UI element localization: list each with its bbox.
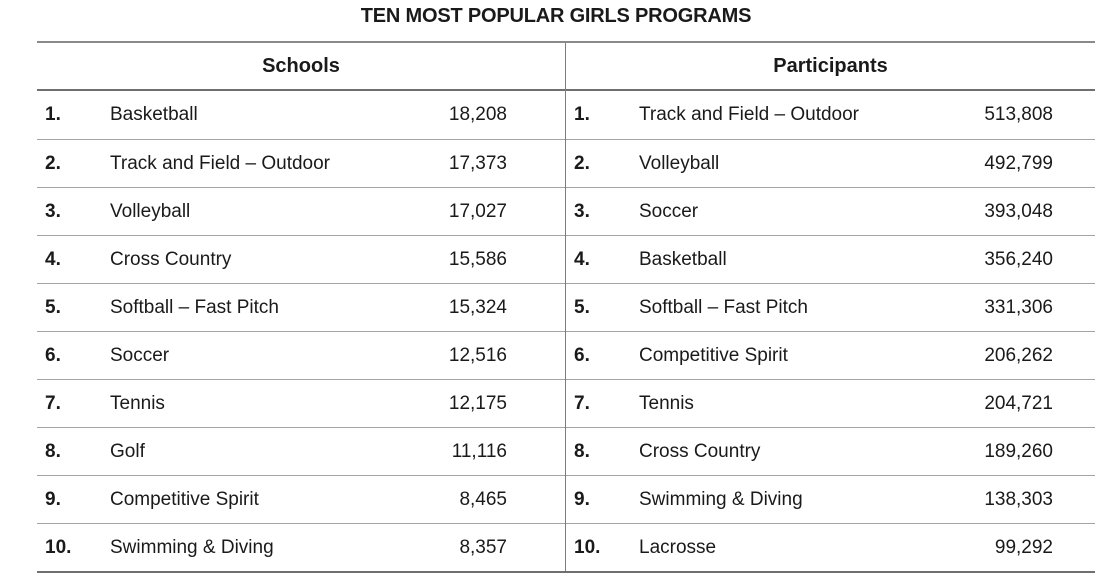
program-cell: Tennis bbox=[639, 392, 694, 414]
participants-rows: 1. Track and Field – Outdoor 513,808 2. Voll… bbox=[566, 91, 1095, 571]
rank-cell: 5. bbox=[45, 296, 61, 318]
value-cell: 8,357 bbox=[459, 536, 507, 558]
value-cell: 15,324 bbox=[448, 296, 507, 318]
rank-cell: 3. bbox=[574, 200, 590, 222]
participants-section: Participants 1. Track and Field – Outdoor… bbox=[565, 43, 1095, 571]
table-row: 8. Golf 11,116 bbox=[37, 427, 565, 475]
table-row: 6. Competitive Spirit 206,262 bbox=[566, 331, 1095, 379]
table-row: 9. Swimming & Diving 138,303 bbox=[566, 475, 1095, 523]
table-row: 1. Basketball 18,208 bbox=[37, 91, 565, 139]
table-row: 7. Tennis 12,175 bbox=[37, 379, 565, 427]
program-cell: Soccer bbox=[110, 344, 170, 366]
rank-cell: 7. bbox=[45, 392, 61, 414]
program-cell: Softball – Fast Pitch bbox=[639, 296, 808, 318]
value-cell: 356,240 bbox=[984, 248, 1053, 270]
program-cell: Swimming & Diving bbox=[639, 488, 803, 510]
schools-rows: 1. Basketball 18,208 2. Track and Field – Ou… bbox=[37, 91, 565, 571]
table-row: 10. Swimming & Diving 8,357 bbox=[37, 523, 565, 571]
rank-cell: 10. bbox=[574, 536, 601, 558]
rank-cell: 6. bbox=[45, 344, 61, 366]
column-header-schools: Schools bbox=[37, 43, 565, 91]
table-row: 6. Soccer 12,516 bbox=[37, 331, 565, 379]
table-row: 2. Track and Field – Outdoor 17,373 bbox=[37, 139, 565, 187]
rank-cell: 9. bbox=[45, 488, 61, 510]
table-row: 1. Track and Field – Outdoor 513,808 bbox=[566, 91, 1095, 139]
program-cell: Track and Field – Outdoor bbox=[639, 104, 860, 125]
rank-cell: 4. bbox=[574, 248, 590, 270]
program-cell: Soccer bbox=[639, 200, 699, 222]
rank-cell: 6. bbox=[574, 344, 590, 366]
program-cell: Track and Field – Outdoor bbox=[110, 152, 331, 174]
table-row: 5. Softball – Fast Pitch 331,306 bbox=[566, 283, 1095, 331]
value-cell: 8,465 bbox=[459, 488, 507, 510]
program-cell: Volleyball bbox=[110, 200, 191, 222]
table-row: 5. Softball – Fast Pitch 15,324 bbox=[37, 283, 565, 331]
rank-cell: 1. bbox=[45, 104, 61, 125]
rank-cell: 10. bbox=[45, 536, 72, 558]
rank-cell: 5. bbox=[574, 296, 590, 318]
value-cell: 513,808 bbox=[984, 104, 1053, 125]
value-cell: 17,373 bbox=[448, 152, 507, 174]
value-cell: 206,262 bbox=[984, 344, 1053, 366]
table-row: 9. Competitive Spirit 8,465 bbox=[37, 475, 565, 523]
rank-cell: 2. bbox=[574, 152, 590, 174]
program-cell: Cross Country bbox=[110, 248, 232, 270]
program-cell: Basketball bbox=[639, 248, 727, 270]
column-header-participants: Participants bbox=[566, 43, 1095, 91]
table-row: 4. Cross Country 15,586 bbox=[37, 235, 565, 283]
rank-cell: 7. bbox=[574, 392, 590, 414]
value-cell: 189,260 bbox=[984, 440, 1053, 462]
program-cell: Golf bbox=[110, 440, 145, 462]
table-row: 8. Cross Country 189,260 bbox=[566, 427, 1095, 475]
program-cell: Volleyball bbox=[639, 152, 720, 174]
value-cell: 138,303 bbox=[984, 488, 1053, 510]
table-row: 7. Tennis 204,721 bbox=[566, 379, 1095, 427]
schools-section: Schools 1. Basketball 18,208 2. Track and Fi… bbox=[37, 43, 565, 571]
rank-cell: 4. bbox=[45, 248, 61, 270]
program-cell: Competitive Spirit bbox=[639, 344, 788, 366]
value-cell: 12,516 bbox=[448, 344, 507, 366]
program-cell: Tennis bbox=[110, 392, 165, 414]
rank-cell: 8. bbox=[574, 440, 590, 462]
value-cell: 12,175 bbox=[448, 392, 507, 414]
table-row: 10. Lacrosse 99,292 bbox=[566, 523, 1095, 571]
table-row: 4. Basketball 356,240 bbox=[566, 235, 1095, 283]
program-cell: Competitive Spirit bbox=[110, 488, 259, 510]
program-cell: Swimming & Diving bbox=[110, 536, 274, 558]
rank-cell: 1. bbox=[574, 104, 590, 125]
value-cell: 331,306 bbox=[984, 296, 1053, 318]
value-cell: 492,799 bbox=[984, 152, 1053, 174]
value-cell: 17,027 bbox=[448, 200, 507, 222]
value-cell: 18,208 bbox=[448, 104, 507, 125]
table-row: 3. Volleyball 17,027 bbox=[37, 187, 565, 235]
table-row: 2. Volleyball 492,799 bbox=[566, 139, 1095, 187]
programs-table: Schools 1. Basketball 18,208 2. Track and Fi… bbox=[37, 41, 1095, 573]
value-cell: 204,721 bbox=[984, 392, 1053, 414]
program-cell: Lacrosse bbox=[639, 536, 717, 558]
value-cell: 11,116 bbox=[451, 440, 507, 462]
value-cell: 15,586 bbox=[448, 248, 507, 270]
rank-cell: 9. bbox=[574, 488, 590, 510]
program-cell: Softball – Fast Pitch bbox=[110, 296, 279, 318]
rank-cell: 3. bbox=[45, 200, 61, 222]
program-cell: Cross Country bbox=[639, 440, 761, 462]
rank-cell: 8. bbox=[45, 440, 61, 462]
page-title: TEN MOST POPULAR GIRLS PROGRAMS bbox=[360, 5, 752, 27]
table-row: 3. Soccer 393,048 bbox=[566, 187, 1095, 235]
value-cell: 99,292 bbox=[994, 536, 1053, 558]
rank-cell: 2. bbox=[45, 152, 61, 174]
value-cell: 393,048 bbox=[984, 200, 1053, 222]
program-cell: Basketball bbox=[110, 104, 198, 125]
